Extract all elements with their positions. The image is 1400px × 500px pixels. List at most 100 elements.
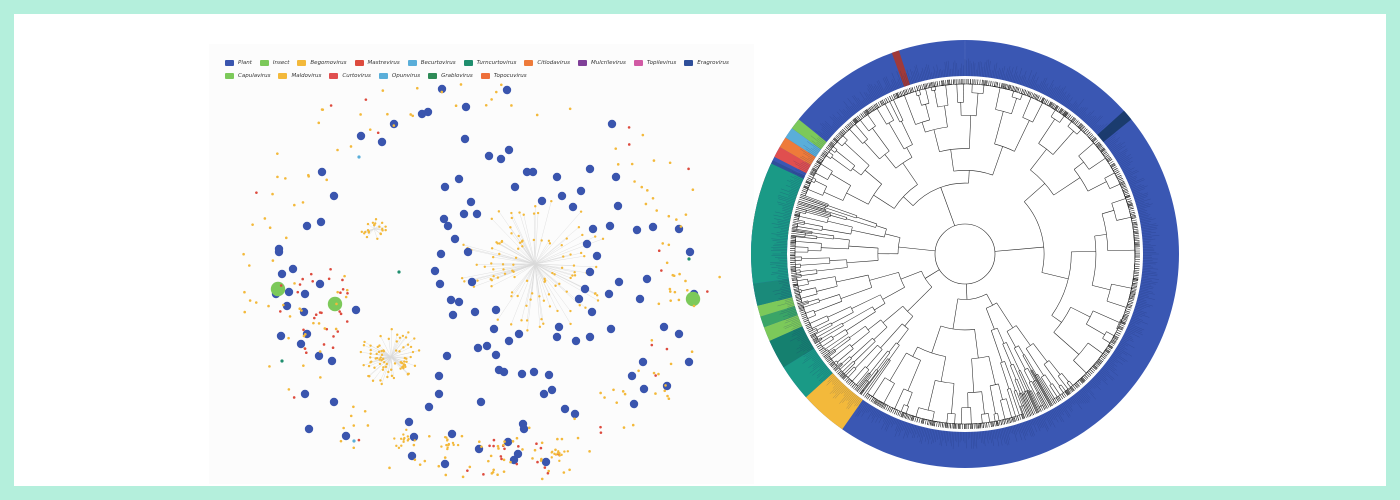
virus-node <box>498 242 501 245</box>
tree-tip-label <box>1142 270 1157 273</box>
virus-node <box>496 276 500 279</box>
tree-branch <box>1127 201 1133 204</box>
tree-tip-label <box>1060 95 1066 104</box>
virus-node <box>378 358 381 361</box>
tree-branch <box>794 292 800 295</box>
tree-branch <box>801 287 816 292</box>
plant-node <box>446 295 456 305</box>
tree-host-ring <box>750 40 1179 469</box>
tree-tip-label <box>1061 93 1070 105</box>
tree-branch <box>795 236 817 240</box>
virus-node <box>334 327 338 331</box>
tree-branch <box>1008 84 1011 90</box>
tree-tip-label <box>799 342 811 350</box>
virus-node <box>579 251 583 255</box>
virus-node <box>263 217 267 220</box>
tree-tip-label <box>1136 202 1150 207</box>
tree-branch <box>982 85 985 94</box>
tree-tip-label <box>824 120 836 132</box>
virus-node <box>512 270 515 273</box>
virus-node <box>446 438 449 441</box>
tree-tip-label <box>950 68 952 77</box>
tree-branch <box>869 272 899 281</box>
tree-tip-label <box>1109 142 1122 151</box>
tree-tip-label <box>780 286 791 289</box>
tree-branch <box>1118 178 1123 181</box>
tree-branch <box>947 412 956 415</box>
tree-tip-label <box>1127 326 1142 333</box>
tree-tip-label <box>1059 404 1064 413</box>
tree-branch <box>1006 398 1012 418</box>
virus-node <box>596 299 600 302</box>
tree-tip-label <box>1091 124 1097 130</box>
tree-branch <box>1035 380 1051 407</box>
tree-tip-label <box>923 69 927 81</box>
tree-tip-label <box>956 63 958 77</box>
tree-tip-label <box>820 371 832 382</box>
tree-tip-label <box>832 114 843 125</box>
tree-branch <box>1096 146 1099 149</box>
tree-tip-label <box>885 415 890 425</box>
tree-tip-label <box>777 222 790 225</box>
virus-node <box>672 274 676 278</box>
legend-item: Topilevirus <box>633 58 676 67</box>
legend-label: Opunvirus <box>391 72 421 79</box>
tree-tip-label <box>799 340 810 346</box>
tree-branch <box>1084 371 1088 376</box>
virus-node <box>475 263 478 266</box>
tree-tip-label <box>906 72 911 85</box>
tree-branch <box>1113 336 1119 340</box>
network-edge <box>390 356 405 359</box>
legend-label: Citlodavirus <box>537 59 571 66</box>
virus-node <box>409 355 412 359</box>
tree-branch <box>831 344 851 360</box>
tree-branch <box>985 308 995 330</box>
tree-branch <box>1041 272 1069 280</box>
tree-branch <box>1091 137 1096 141</box>
tree-tip-label <box>1128 323 1145 331</box>
tree-tip-label <box>803 352 817 361</box>
tree-branch <box>805 211 829 219</box>
tree-branch <box>831 312 854 324</box>
tree-branch <box>829 213 832 217</box>
tree-branch <box>849 129 863 144</box>
tree-branch <box>1128 209 1131 214</box>
tree-branch <box>832 329 846 338</box>
tree-branch <box>819 294 840 302</box>
virus-node <box>490 279 494 282</box>
virus-node <box>379 379 382 382</box>
tree-branch <box>873 108 877 111</box>
legend-swatch <box>297 59 307 66</box>
tree-branch <box>825 351 836 360</box>
legend-label: Becurtovirus <box>420 59 456 66</box>
tree-tip-label <box>1052 408 1058 418</box>
tree-tip-label <box>952 431 955 450</box>
tree-tip-label <box>853 95 864 109</box>
tree-branch <box>822 152 827 156</box>
network-edge <box>534 263 541 327</box>
tree-branch <box>1128 207 1134 210</box>
tree-tip-label <box>1063 402 1068 409</box>
tree-tip-label <box>1112 353 1126 363</box>
tree-branch <box>1064 391 1069 396</box>
tree-tip-label <box>1102 367 1110 374</box>
tree-tip-label <box>1141 226 1157 230</box>
tree-tip-label <box>992 64 996 79</box>
tree-branch <box>1063 111 1067 116</box>
tree-branch <box>855 373 870 391</box>
tree-branch <box>992 81 994 87</box>
tree-branch <box>867 108 871 113</box>
tree-branch <box>1094 363 1099 368</box>
virus-node <box>382 349 386 353</box>
tree-tip-label <box>1057 92 1065 103</box>
tree-tip-label <box>790 176 803 182</box>
tree-branch <box>1048 105 1051 108</box>
tree-tip-label <box>1124 169 1138 177</box>
tree-branch <box>828 144 833 148</box>
legend-swatch <box>354 59 364 66</box>
tree-branch <box>829 143 834 147</box>
tree-tip-label <box>1094 124 1102 132</box>
tree-branch <box>1131 289 1137 292</box>
tree-tip-label <box>1132 314 1139 318</box>
virus-node <box>657 249 661 253</box>
